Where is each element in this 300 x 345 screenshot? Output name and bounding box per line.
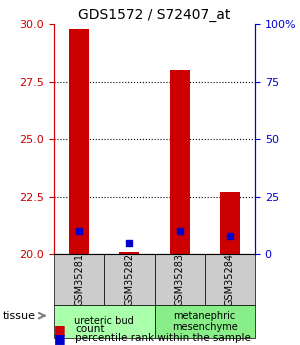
Bar xyxy=(119,252,140,254)
Text: percentile rank within the sample: percentile rank within the sample xyxy=(75,333,251,343)
FancyBboxPatch shape xyxy=(54,305,154,338)
Title: GDS1572 / S72407_at: GDS1572 / S72407_at xyxy=(78,8,231,22)
FancyBboxPatch shape xyxy=(104,254,154,305)
FancyBboxPatch shape xyxy=(54,254,104,305)
Text: GSM35281: GSM35281 xyxy=(74,253,84,306)
Text: tissue: tissue xyxy=(3,311,36,321)
Text: GSM35284: GSM35284 xyxy=(225,253,235,306)
Bar xyxy=(169,70,190,254)
Bar xyxy=(69,29,89,254)
Text: ■: ■ xyxy=(54,323,66,336)
FancyBboxPatch shape xyxy=(205,254,255,305)
Text: ■: ■ xyxy=(54,332,66,345)
Text: count: count xyxy=(75,325,104,334)
Text: GSM35282: GSM35282 xyxy=(124,253,134,306)
Bar xyxy=(220,192,240,254)
Text: metanephric
mesenchyme: metanephric mesenchyme xyxy=(172,310,238,332)
FancyBboxPatch shape xyxy=(154,305,255,338)
Text: GSM35283: GSM35283 xyxy=(175,253,184,306)
Text: ureteric bud: ureteric bud xyxy=(74,316,134,326)
FancyBboxPatch shape xyxy=(154,254,205,305)
